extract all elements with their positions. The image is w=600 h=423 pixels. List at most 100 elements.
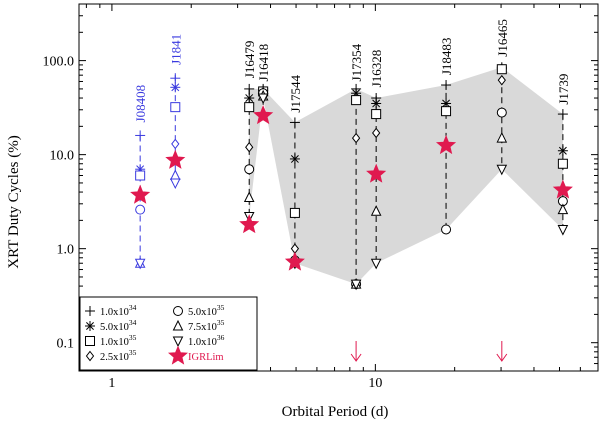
- y-axis-label: XRT Duty Cycles (%): [6, 135, 22, 268]
- point-J16479-1.0e35: [244, 102, 255, 113]
- legend-marker-7.5e35: [172, 319, 184, 331]
- legend-marker-5.0e34-d2: [86, 322, 94, 330]
- point-J16465-1.0e36: [496, 164, 508, 176]
- source-label-J16465: J16465: [495, 19, 510, 57]
- y-tick-label: 0.1: [57, 337, 75, 352]
- arrow-head: [350, 353, 362, 362]
- legend-exponent: 35: [217, 318, 225, 327]
- band-J18483-J16465: [446, 67, 502, 230]
- point-J16328-IGRLim: [366, 163, 387, 183]
- legend-exponent: 35: [129, 348, 137, 357]
- point-J16418-1.0e36: [257, 93, 269, 105]
- point-J1739-1.0e35: [557, 158, 568, 169]
- point-J16479-2.5e35: [245, 141, 254, 153]
- point-J1739-5.0e34-d2: [558, 146, 567, 155]
- x-tick-label: 1: [108, 376, 115, 391]
- legend-label-5.0e35: 5.0x1035: [188, 303, 225, 318]
- legend-label-1.0e36: 1.0x1036: [188, 333, 225, 348]
- band-J17354-J16328: [356, 88, 377, 285]
- point-J17354-1.0e36: [350, 279, 362, 291]
- point-J16479-1.0e34: [244, 83, 255, 94]
- point-J16465-7.5e35: [496, 131, 508, 143]
- point-J17544-5.0e34: [289, 153, 300, 164]
- legend-label-2.5e35: 2.5x1035: [100, 348, 137, 363]
- point-J16328-7.5e35: [370, 205, 382, 216]
- point-J1739-1.0e34: [557, 109, 568, 120]
- legend-box: [79, 296, 258, 371]
- point-J08408-1.0e34: [135, 130, 146, 141]
- legend-marker-IGRLim: [167, 345, 189, 365]
- x-tick-label: 10: [368, 376, 382, 391]
- shaded-bands: [249, 67, 563, 285]
- point-J16479-IGRLim: [239, 214, 260, 234]
- source-label-J08408: J08408: [133, 85, 148, 123]
- point-J16479-5.0e34-d2: [245, 94, 254, 102]
- point-J1841-1.0e36: [169, 178, 181, 190]
- point-J1841-1.0e34: [170, 73, 181, 84]
- legend-exponent: 34: [129, 303, 137, 312]
- point-J17544-5.0e34-d2: [290, 154, 299, 163]
- legend-marker-2.5e35: [85, 350, 95, 362]
- legend-exponent: 36: [217, 333, 225, 342]
- point-J1841-IGRLim: [165, 149, 186, 169]
- upper-limit-arrow-J16465: [496, 341, 508, 362]
- point-J16479-5.0e35: [244, 164, 255, 175]
- point-J17544-1.0e35: [289, 207, 300, 218]
- arrow-head: [496, 353, 508, 362]
- legend-marker-5.0e34: [85, 321, 95, 331]
- data-markers: [130, 62, 573, 362]
- point-J17354-2.5e35: [351, 132, 361, 144]
- source-label-J16328: J16328: [369, 50, 384, 88]
- point-J16465-1.0e35: [496, 64, 507, 75]
- legend-marker-1.0e34: [85, 306, 95, 316]
- y-tick-label: 1.0: [57, 243, 75, 258]
- point-J17544-1.0e34: [289, 117, 300, 128]
- legend-exponent: 35: [217, 303, 225, 312]
- band-J16418-J17544: [263, 88, 295, 264]
- legend: 1.0x1034 5.0x1035 5.0x1034 7.5x1035 1.0x1035…: [79, 296, 258, 371]
- point-J17544-IGRLim: [284, 251, 305, 271]
- source-label-J17354: J17354: [349, 43, 364, 81]
- band-J16328-J18483: [376, 85, 447, 264]
- point-J16328-5.0e34: [371, 98, 382, 109]
- point-J08408-IGRLim: [130, 184, 151, 204]
- point-J08408-1.0e36: [134, 258, 146, 270]
- legend-label-1.0e34: 1.0x1034: [100, 303, 137, 318]
- band-J17544-J17354: [294, 88, 357, 285]
- legend-exponent: 34: [129, 318, 137, 327]
- upper-limit-arrow-J17354: [350, 341, 362, 362]
- point-J1841-5.0e34-d2: [171, 83, 180, 92]
- legend-label-5.0e34: 5.0x1034: [100, 318, 137, 333]
- point-J16328-1.0e35: [371, 109, 382, 120]
- point-J16418-IGRLim: [253, 105, 274, 125]
- y-tick-label: 100.0: [43, 55, 75, 70]
- source-label-J16479: J16479: [242, 41, 257, 79]
- source-label-J1739: J1739: [556, 74, 571, 105]
- point-J08408-5.0e35: [135, 204, 146, 215]
- point-J18483-5.0e35: [441, 224, 452, 235]
- source-label-J1841: J1841: [168, 34, 183, 65]
- band-J16465-J1739: [501, 67, 563, 230]
- point-J18483-IGRLim: [435, 134, 457, 155]
- plot-border: [78, 3, 599, 372]
- x-axis-label: Orbital Period (d): [282, 404, 389, 420]
- point-J18483-1.0e34: [441, 80, 452, 91]
- point-J18483-5.0e34-d2: [442, 99, 451, 108]
- legend-marker-1.0e35: [85, 336, 95, 346]
- point-J1739-5.0e34: [557, 145, 568, 156]
- point-J1841-2.5e35: [171, 138, 180, 150]
- point-J16328-2.5e35: [372, 127, 381, 139]
- point-J16328-1.0e36: [370, 258, 382, 270]
- point-J16465-5.0e35: [496, 107, 507, 118]
- point-J17354-1.0e35: [351, 95, 362, 106]
- legend-exponent: 35: [129, 333, 137, 342]
- legend-label-1.0e35: 1.0x1035: [100, 333, 137, 348]
- legend-label-IGRLim: IGRLim: [188, 352, 224, 363]
- y-tick-label: 10.0: [50, 149, 75, 164]
- point-J18483-1.0e35: [441, 106, 452, 117]
- legend-marker-5.0e35: [173, 306, 183, 316]
- point-J1739-IGRLim: [552, 179, 573, 199]
- legend-label-7.5e35: 7.5x1035: [188, 318, 225, 333]
